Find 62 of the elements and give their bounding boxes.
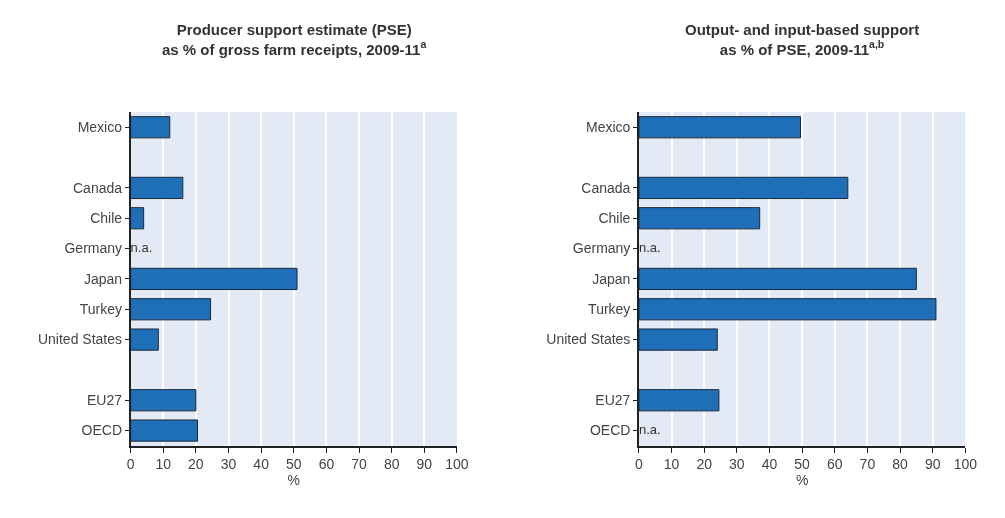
x-tick-label: 10 [155,456,172,473]
x-tick-label: 50 [285,456,302,473]
y-tick-label: Chile [90,210,123,227]
y-tick-label: Germany [64,240,123,257]
x-tick-label: 30 [220,456,237,473]
text: n.a. [638,421,661,437]
x-tick-label: 80 [383,456,400,473]
bar [130,207,145,230]
x-tick-label: 80 [892,456,909,473]
bar [638,267,917,291]
y-tick-label: OECD [81,422,123,439]
bar [638,116,801,139]
y-tick-label: Japan [592,270,631,287]
y-tick-label: Mexico [77,119,123,136]
x-tick-label: 70 [859,456,876,473]
y-tick-label: Turkey [588,301,631,318]
bar [130,116,171,139]
text: n.a. [130,239,153,255]
y-tick-label: Canada [581,179,631,196]
x-tick-label: 100 [953,456,978,473]
bar [638,389,720,412]
x-tick-label: 90 [924,456,941,473]
bar [130,328,159,351]
x-tick-label: 50 [794,456,811,473]
x-tick-label: 40 [761,456,778,473]
x-tick-label: 90 [416,456,433,473]
y-tick-label: EU27 [595,392,631,409]
bar [638,298,937,321]
x-tick-label: 20 [696,456,713,473]
text: n.a. [638,239,661,255]
x-tick-label: 100 [445,456,469,473]
y-tick-label: Japan [83,270,123,287]
y-tick-label: Mexico [586,119,631,136]
chart-title: Producer support estimate (PSE) as % of gross farm receipts, 2009-11$^{a}$ [162,21,427,58]
bar [130,419,198,442]
y-tick-label: Canada [73,179,123,196]
x-tick-label: 0 [635,456,644,473]
bar [130,267,298,291]
y-tick-label: United States [37,331,123,348]
x-tick-label: 60 [318,456,335,473]
x-tick-label: 30 [729,456,745,473]
bar [638,176,849,200]
x-axis-title: % [287,472,300,489]
bar [638,207,761,230]
bar [130,176,184,200]
x-tick-label: 10 [663,456,680,473]
y-tick-label: Germany [572,240,631,257]
x-axis-title: % [795,472,809,489]
bar [638,328,718,351]
x-tick-label: 40 [253,456,270,473]
bar [130,389,197,412]
y-tick-label: United States [546,331,631,348]
bar [130,298,212,321]
y-tick-label: Chile [598,210,631,227]
x-tick-label: 70 [351,456,368,473]
chart-title: Output- and input-based support as % of PSE, 2009-11$^{a,b}$ [685,21,920,58]
y-tick-label: EU27 [87,392,123,409]
y-tick-label: OECD [589,422,631,439]
x-tick-label: 60 [826,456,843,473]
x-tick-label: 0 [126,456,135,473]
x-tick-label: 20 [188,456,204,473]
y-tick-label: Turkey [79,301,123,318]
